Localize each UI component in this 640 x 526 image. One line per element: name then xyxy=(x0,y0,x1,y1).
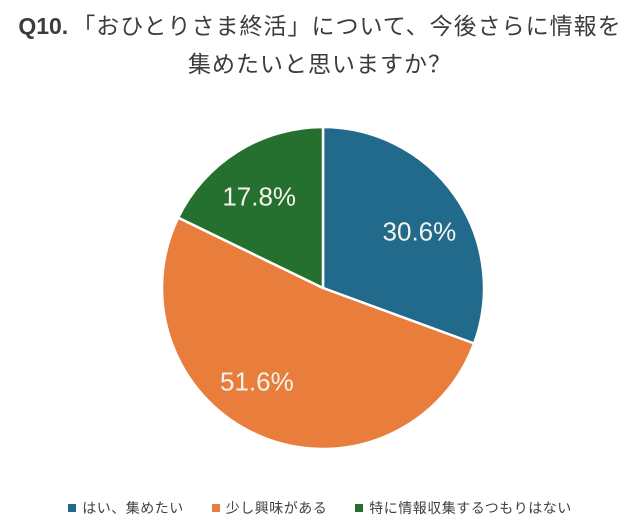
pie-data-label-1: 30.6% xyxy=(383,217,457,247)
legend-label: 特に情報収集するつもりはない xyxy=(369,500,572,516)
chart-title-line1-text: 「おひとりさま終活」について、今後さらに情報を xyxy=(72,13,622,39)
legend-item-2: 少し興味がある xyxy=(211,498,328,518)
pie-slice-2 xyxy=(160,216,476,451)
legend-swatch-icon xyxy=(355,504,364,512)
legend-swatch-icon xyxy=(211,504,220,512)
legend-item-1: はい、集めたい xyxy=(68,498,184,518)
legend-item-3: 特に情報収集するつもりはない xyxy=(355,498,571,518)
chart-title-line2: 集めたいと思いますか？ xyxy=(188,51,452,77)
legend-swatch-icon xyxy=(68,504,77,512)
legend-label: はい、集めたい xyxy=(82,500,184,516)
chart-title: Q10. 「おひとりさま終活」について、今後さらに情報を 集めたいと思いますか？ xyxy=(0,7,640,83)
chart-legend: はい、集めたい 少し興味がある 特に情報収集するつもりはない xyxy=(0,498,640,518)
pie-slice-1 xyxy=(321,125,486,345)
pie-data-label-2: 51.6% xyxy=(220,367,294,397)
legend-label: 少し興味がある xyxy=(225,500,328,516)
question-number: Q10. xyxy=(18,13,69,39)
chart-title-line1: Q10. 「おひとりさま終活」について、今後さらに情報を xyxy=(0,7,640,45)
pie-data-label-3: 17.8% xyxy=(222,182,296,212)
pie-slice-3 xyxy=(176,125,325,290)
